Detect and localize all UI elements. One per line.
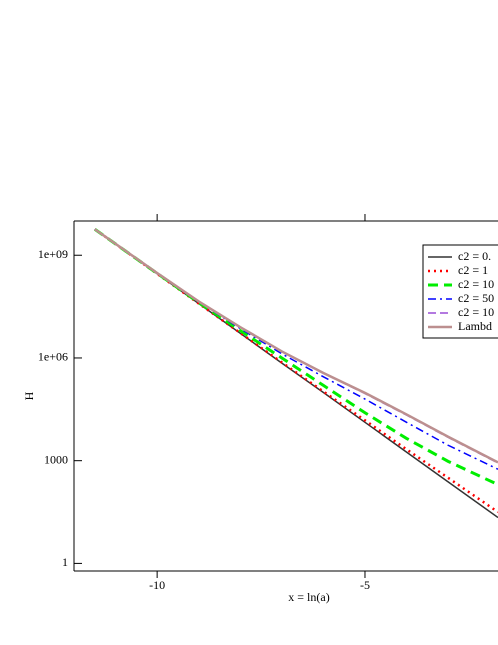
series-line (94, 228, 498, 470)
y-tick-label: 1e+06 (38, 350, 68, 364)
y-tick-label: 1000 (44, 452, 68, 466)
legend-label: c2 = 10 (458, 277, 494, 291)
x-tick-label: -5 (360, 578, 370, 592)
series-line (94, 228, 498, 464)
x-tick-label: -10 (149, 578, 165, 592)
x-axis-label: x = ln(a) (288, 590, 329, 604)
legend-label: Lambd (458, 319, 492, 333)
legend-label: c2 = 10 (458, 305, 494, 319)
legend-label: c2 = 1 (458, 263, 488, 277)
legend-label: c2 = 50 (458, 291, 494, 305)
y-tick-label: 1 (62, 555, 68, 569)
legend-label: c2 = 0. (458, 249, 491, 263)
y-axis-label: H (22, 391, 36, 400)
y-tick-label: 1e+09 (38, 247, 68, 261)
legend-box (422, 244, 498, 339)
